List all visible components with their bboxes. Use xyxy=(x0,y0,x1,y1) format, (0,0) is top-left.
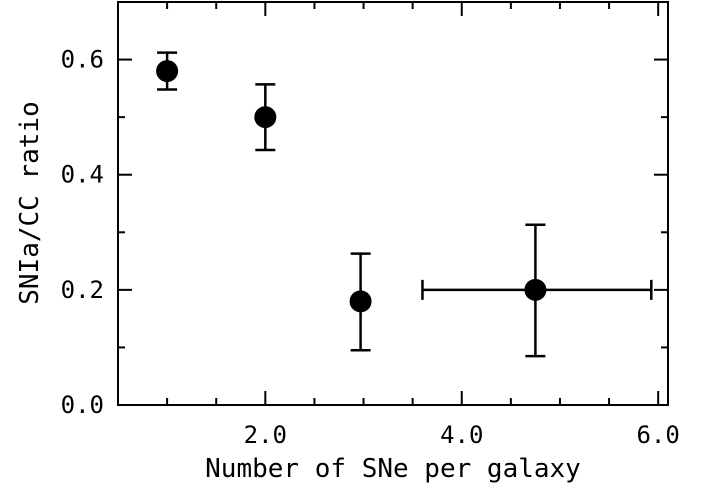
x-axis-label: Number of SNe per galaxy xyxy=(205,454,581,484)
y-tick-label: 0.6 xyxy=(61,46,104,74)
y-axis-label: SNIa/CC ratio xyxy=(15,101,45,305)
ticks-layer xyxy=(118,2,668,405)
data-point xyxy=(349,290,372,313)
x-tick-label: 4.0 xyxy=(440,421,483,449)
x-tick-label: 2.0 xyxy=(244,421,287,449)
y-tick-label: 0.4 xyxy=(61,161,104,189)
x-tick-label: 6.0 xyxy=(636,421,679,449)
y-tick-label: 0.0 xyxy=(61,391,104,419)
data-point xyxy=(524,278,547,301)
plot-frame xyxy=(117,1,669,406)
errorbars-layer xyxy=(157,51,653,358)
points-layer xyxy=(156,60,547,313)
data-point xyxy=(156,60,179,83)
y-tick-label: 0.2 xyxy=(61,276,104,304)
data-point xyxy=(254,106,277,129)
tick-labels-layer: 2.0 4.0 6.0 0.0 0.2 0.4 0.6 xyxy=(61,46,680,449)
